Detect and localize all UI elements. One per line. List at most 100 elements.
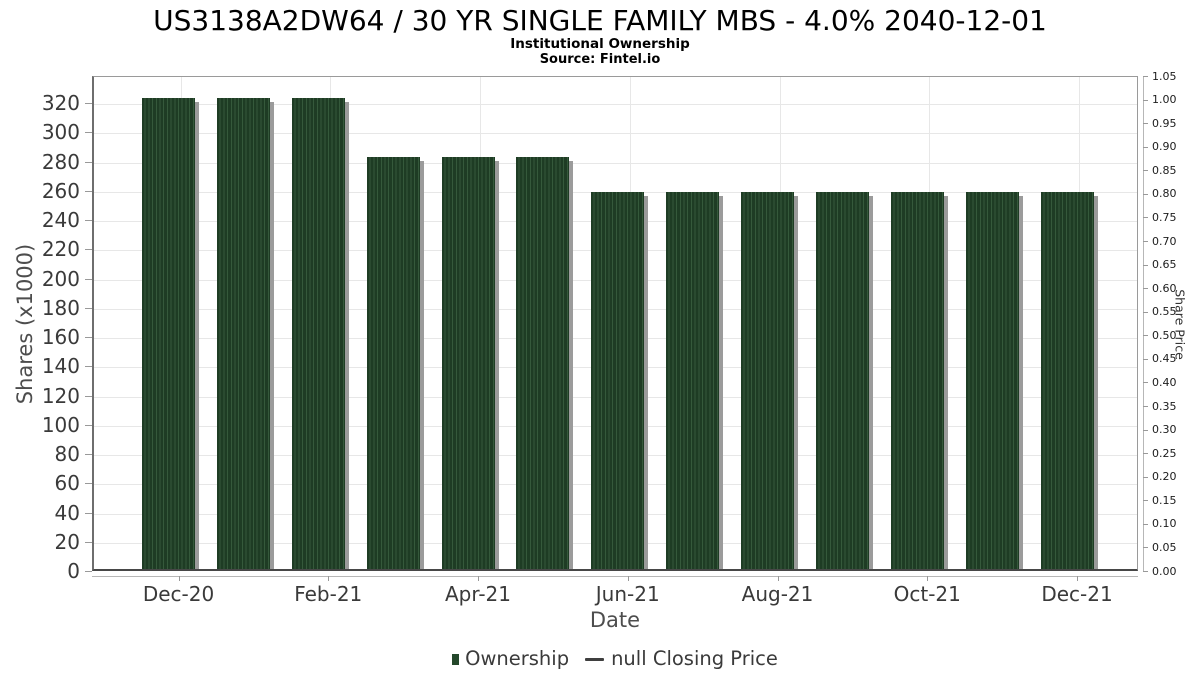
y-tick-label-right: 0.20 — [1152, 470, 1177, 484]
y-tick-mark-left — [85, 483, 92, 485]
y-tick-label-left: 40 — [54, 500, 80, 525]
legend-label-closing-price: null Closing Price — [611, 647, 778, 670]
y-tick-label-right: 1.00 — [1152, 93, 1177, 107]
gridline-h — [94, 133, 1137, 135]
x-axis-label: Date — [589, 608, 641, 632]
x-tick-label: Jun-21 — [595, 582, 660, 606]
y-tick-mark-right — [1143, 453, 1148, 455]
y-tick-label-left: 60 — [54, 471, 80, 496]
y-tick-mark-right — [1143, 358, 1148, 360]
x-tick-label: Dec-21 — [1041, 582, 1113, 606]
y-tick-mark-right — [1143, 335, 1148, 337]
y-tick-label-right: 0.40 — [1152, 375, 1177, 389]
y-tick-label-right: 0.25 — [1152, 446, 1177, 460]
y-axis-label-left: Shares (x1000) — [13, 243, 37, 405]
y-tick-mark-right — [1143, 217, 1148, 219]
y-tick-mark-left — [85, 132, 92, 134]
x-tick-mark — [777, 576, 779, 581]
y-tick-mark-right — [1143, 99, 1148, 101]
x-tick-mark — [178, 576, 180, 581]
y-tick-label-right: 1.05 — [1152, 69, 1177, 83]
x-tick-label: Dec-20 — [142, 582, 215, 606]
y-tick-mark-right — [1143, 123, 1148, 125]
gridline-h — [94, 162, 1137, 164]
ownership-bar[interactable] — [1040, 192, 1094, 569]
y-tick-mark-right — [1143, 429, 1148, 431]
x-tick-label: Feb-21 — [294, 582, 363, 606]
y-tick-mark-right — [1143, 146, 1148, 148]
y-tick-label-right: 0.95 — [1152, 116, 1177, 130]
y-tick-mark-left — [85, 220, 92, 222]
page-title: US3138A2DW64 / 30 YR SINGLE FAMILY MBS -… — [153, 4, 1047, 37]
y-tick-mark-left — [85, 571, 92, 572]
y-tick-mark-left — [85, 366, 92, 368]
y-tick-label-left: 320 — [41, 91, 80, 116]
ownership-bar[interactable] — [741, 192, 794, 569]
ownership-bar[interactable] — [441, 156, 495, 569]
y-tick-mark-right — [1143, 170, 1148, 172]
y-tick-label-left: 220 — [41, 237, 80, 262]
x-tick-label: Oct-21 — [893, 582, 961, 606]
ownership-bar[interactable] — [591, 192, 645, 569]
y-tick-label-right: 0.65 — [1152, 258, 1177, 272]
y-axis-label-right: Share Price — [1172, 289, 1188, 360]
y-tick-mark-right — [1143, 288, 1148, 290]
y-tick-mark-left — [85, 512, 92, 514]
y-tick-label-left: 100 — [41, 412, 80, 437]
y-tick-label-left: 240 — [41, 208, 80, 233]
ownership-bar[interactable] — [366, 156, 420, 569]
x-tick-label: Apr-21 — [445, 582, 511, 606]
y-tick-mark-left — [85, 541, 92, 543]
x-tick-mark — [927, 576, 929, 581]
source-note: Source: Fintel.io — [539, 52, 661, 67]
y-tick-label-right: 0.45 — [1152, 352, 1177, 366]
legend-label-ownership: Ownership — [465, 647, 570, 670]
y-tick-label-left: 20 — [54, 529, 80, 554]
y-tick-label-left: 300 — [41, 120, 80, 145]
y-tick-label-left: 280 — [41, 149, 80, 174]
x-tick-mark — [478, 576, 479, 581]
y-tick-label-left: 80 — [54, 442, 80, 466]
x-tick-mark — [1077, 576, 1078, 581]
y-tick-label-right: 0.70 — [1152, 234, 1177, 248]
y-tick-mark-right — [1143, 264, 1148, 266]
x-axis-spine — [92, 576, 1138, 577]
y-tick-label-right: 0.55 — [1152, 305, 1177, 319]
y-tick-mark-right — [1143, 571, 1148, 572]
ownership-bar[interactable] — [516, 156, 570, 569]
legend: Ownership null Closing Price — [92, 646, 1138, 672]
y-tick-label-left: 260 — [41, 178, 80, 203]
y-tick-mark-left — [85, 454, 92, 455]
y-tick-label-right: 0.85 — [1152, 163, 1177, 177]
x-tick-mark — [627, 576, 629, 581]
y-tick-label-left: 200 — [41, 266, 80, 291]
ownership-bar[interactable] — [666, 192, 720, 569]
ownership-bar[interactable] — [216, 98, 270, 569]
y-tick-mark-right — [1143, 193, 1148, 195]
y-tick-label-left: 180 — [41, 295, 80, 320]
line-marker-icon — [585, 657, 605, 661]
y-tick-mark-right — [1143, 500, 1148, 502]
y-tick-mark-right — [1143, 241, 1148, 242]
y-tick-mark-right — [1143, 382, 1148, 384]
ownership-bar[interactable] — [142, 98, 195, 569]
y-tick-mark-right — [1143, 547, 1148, 549]
ownership-bar[interactable] — [815, 192, 869, 569]
x-tick-mark — [328, 576, 330, 581]
y-tick-label-right: 0.90 — [1152, 140, 1177, 154]
y-tick-label-right: 0.75 — [1152, 210, 1177, 224]
legend-item-closing-price[interactable]: null Closing Price — [585, 647, 778, 671]
y-tick-mark-left — [85, 161, 92, 163]
ownership-bar[interactable] — [291, 98, 345, 569]
y-tick-mark-right — [1143, 476, 1148, 478]
y-tick-label-left: 0 — [67, 559, 80, 583]
ownership-bar[interactable] — [890, 192, 944, 569]
x-tick-label: Aug-21 — [741, 582, 814, 606]
legend-item-ownership[interactable]: Ownership — [452, 647, 569, 671]
y-tick-label-left: 120 — [41, 383, 80, 408]
ownership-bar[interactable] — [965, 192, 1019, 569]
y-tick-mark-right — [1143, 311, 1148, 313]
y-tick-mark-left — [85, 424, 92, 426]
y-tick-label-right: 0.10 — [1152, 517, 1177, 531]
y-tick-mark-right — [1143, 76, 1148, 77]
